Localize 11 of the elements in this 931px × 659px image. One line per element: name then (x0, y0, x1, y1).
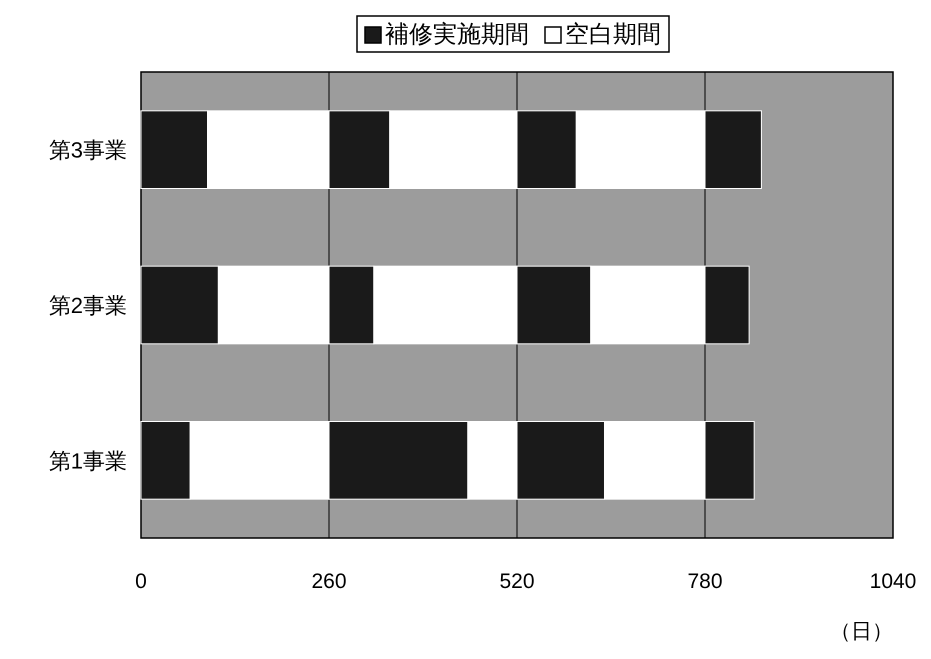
x-tick-label: 260 (311, 570, 347, 593)
y-tick-label: 第2事業 (48, 293, 127, 318)
x-axis-title: （日） (830, 620, 893, 643)
legend-label: 空白期間 (565, 21, 661, 48)
y-tick-label: 第1事業 (48, 448, 127, 474)
x-tick-label: 1040 (870, 570, 916, 593)
legend-label: 補修実施期間 (385, 21, 529, 48)
x-tick-label: 780 (687, 570, 723, 593)
y-tick-label: 第3事業 (48, 138, 127, 163)
x-tick-label: 520 (499, 570, 535, 593)
x-tick-label: 0 (135, 570, 147, 593)
